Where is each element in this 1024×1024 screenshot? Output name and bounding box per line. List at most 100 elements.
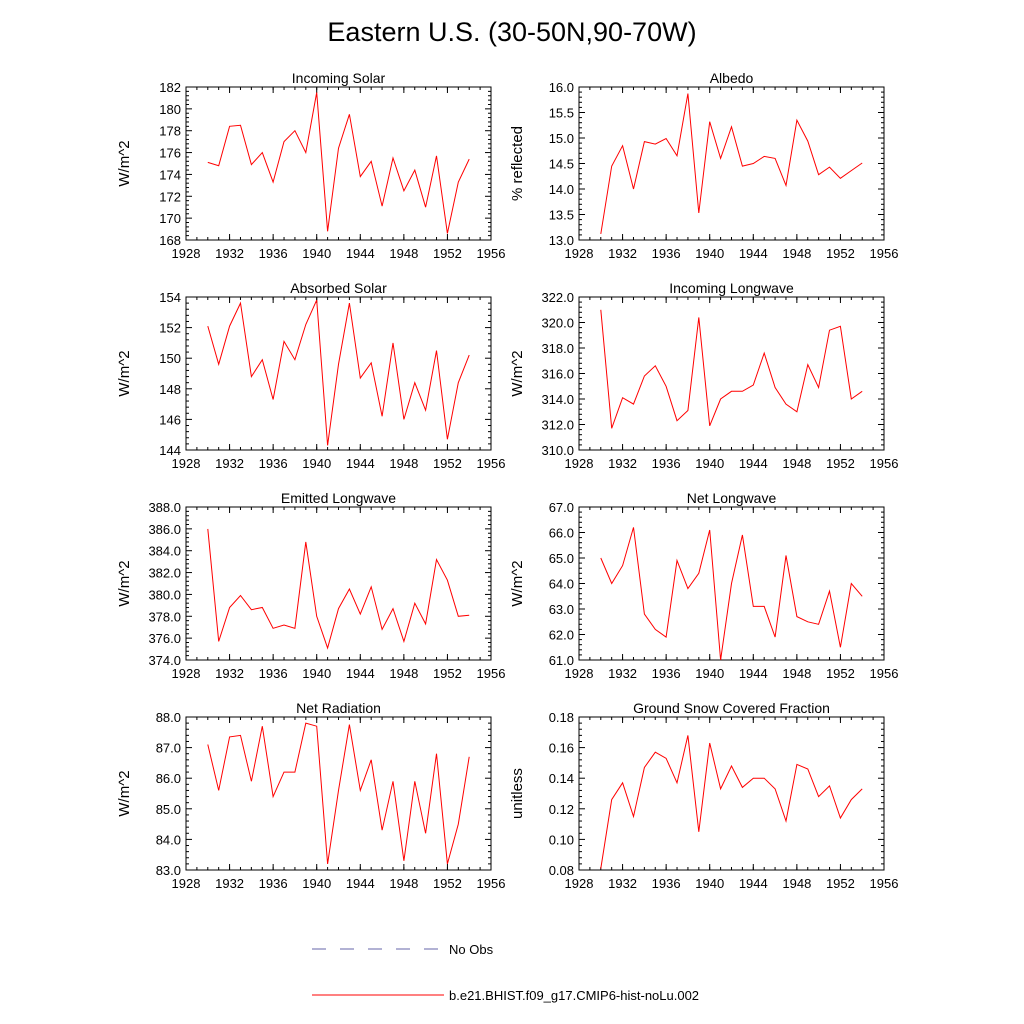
panel-absorbed-solar: Absorbed Solar W/m^2 1928 1932 1936 1940 1944 1…: [116, 280, 505, 471]
x-tick-label: 1952: [826, 876, 855, 891]
y-tick-label: 86.0: [156, 771, 181, 786]
y-axis-label: W/m^2: [116, 770, 133, 816]
y-tick-label: 15.5: [549, 106, 574, 121]
x-tick-label: 1940: [302, 666, 331, 681]
series-line: [207, 722, 470, 865]
panel-title: Net Radiation: [296, 700, 381, 716]
y-tick-label: 312.0: [541, 418, 574, 433]
x-tick-label: 1932: [608, 666, 637, 681]
y-tick-label: 13.5: [549, 208, 574, 223]
x-tick-label: 1928: [565, 246, 594, 261]
y-tick-label: 63.0: [549, 602, 574, 617]
x-tick-label: 1948: [389, 246, 418, 261]
x-tick-label: 1944: [346, 666, 375, 681]
x-tick-label: 1952: [433, 246, 462, 261]
panel-incoming-longwave: Incoming Longwave W/m^2 1928 1932 1936 1940 19…: [509, 280, 898, 471]
y-tick-label: 388.0: [148, 500, 181, 515]
y-tick-label: 374.0: [148, 653, 181, 668]
x-tick-label: 1952: [826, 456, 855, 471]
x-tick-label: 1948: [782, 666, 811, 681]
panel-net-longwave: Net Longwave W/m^2 1928 1932 1936 1940 1944 194…: [509, 490, 898, 681]
y-tick-label: 148: [159, 382, 181, 397]
x-tick-label: 1956: [870, 666, 899, 681]
figure-title: Eastern U.S. (30-50N,90-70W): [327, 17, 696, 47]
y-tick-label: 174: [159, 167, 181, 182]
x-tick-label: 1956: [477, 246, 506, 261]
y-tick-label: 61.0: [549, 653, 574, 668]
y-tick-label: 178: [159, 124, 181, 139]
x-tick-label: 1944: [739, 666, 768, 681]
series-line: [600, 735, 863, 869]
x-tick-label: 1936: [652, 666, 681, 681]
y-tick-label: 0.18: [549, 710, 574, 725]
x-tick-label: 1928: [172, 246, 201, 261]
panel-title: Emitted Longwave: [281, 490, 396, 506]
x-tick-label: 1952: [433, 876, 462, 891]
y-tick-label: 146: [159, 412, 181, 427]
y-tick-label: 322.0: [541, 290, 574, 305]
panel-albedo: Albedo % reflected 1928 1932 1936 1940 1944 194…: [509, 70, 898, 261]
plot-frame: [185, 296, 492, 451]
x-tick-label: 1932: [215, 246, 244, 261]
y-tick-label: 0.12: [549, 802, 574, 817]
y-tick-label: 150: [159, 351, 181, 366]
x-tick-label: 1944: [739, 876, 768, 891]
x-tick-label: 1948: [782, 246, 811, 261]
x-tick-label: 1952: [433, 456, 462, 471]
y-tick-label: 378.0: [148, 609, 181, 624]
panel-title: Absorbed Solar: [290, 280, 387, 296]
x-tick-label: 1932: [215, 876, 244, 891]
y-tick-label: 85.0: [156, 802, 181, 817]
y-tick-label: 380.0: [148, 587, 181, 602]
y-tick-label: 386.0: [148, 522, 181, 537]
x-tick-label: 1956: [870, 876, 899, 891]
x-tick-label: 1956: [477, 666, 506, 681]
x-tick-label: 1928: [565, 666, 594, 681]
x-tick-label: 1932: [215, 666, 244, 681]
x-tick-label: 1952: [433, 666, 462, 681]
y-tick-label: 384.0: [148, 544, 181, 559]
y-tick-label: 318.0: [541, 341, 574, 356]
y-tick-label: 320.0: [541, 316, 574, 331]
y-tick-label: 310.0: [541, 443, 574, 458]
y-axis-label: W/m^2: [116, 560, 133, 606]
x-tick-label: 1940: [695, 666, 724, 681]
y-tick-label: 84.0: [156, 832, 181, 847]
x-tick-label: 1948: [782, 876, 811, 891]
y-axis-label: unitless: [509, 768, 526, 819]
y-tick-label: 66.0: [549, 526, 574, 541]
panel-title: Albedo: [710, 70, 754, 86]
y-tick-label: 170: [159, 211, 181, 226]
plot-frame: [185, 506, 492, 661]
panel-title: Incoming Solar: [292, 70, 386, 86]
y-axis-label: % reflected: [509, 126, 526, 201]
series-line: [207, 92, 470, 234]
x-tick-label: 1952: [826, 246, 855, 261]
x-tick-label: 1956: [477, 876, 506, 891]
x-tick-label: 1952: [826, 666, 855, 681]
y-tick-label: 154: [159, 290, 181, 305]
y-tick-label: 15.0: [549, 131, 574, 146]
series-line: [600, 93, 863, 234]
y-tick-label: 0.08: [549, 863, 574, 878]
y-tick-label: 65.0: [549, 551, 574, 566]
y-tick-label: 0.14: [549, 771, 574, 786]
panel-emitted-longwave: Emitted Longwave W/m^2 1928 1932 1936 1940 194…: [116, 490, 505, 681]
series-line: [207, 299, 470, 446]
x-tick-label: 1956: [477, 456, 506, 471]
x-tick-label: 1944: [346, 876, 375, 891]
x-tick-label: 1932: [608, 876, 637, 891]
x-tick-label: 1928: [565, 456, 594, 471]
panel-incoming-solar: Incoming Solar W/m^2 1928 1932 1936 1940 1944 1…: [116, 70, 505, 261]
plot-frame: [578, 716, 885, 871]
plot-frame: [578, 296, 885, 451]
x-tick-label: 1936: [652, 246, 681, 261]
x-tick-label: 1944: [739, 456, 768, 471]
x-tick-label: 1932: [608, 456, 637, 471]
y-tick-label: 314.0: [541, 392, 574, 407]
panel-title: Incoming Longwave: [669, 280, 794, 296]
legend: No Obs b.e21.BHIST.f09_g17.CMIP6-hist-no…: [312, 942, 699, 1003]
y-tick-label: 152: [159, 321, 181, 336]
x-tick-label: 1940: [695, 456, 724, 471]
x-tick-label: 1948: [389, 456, 418, 471]
